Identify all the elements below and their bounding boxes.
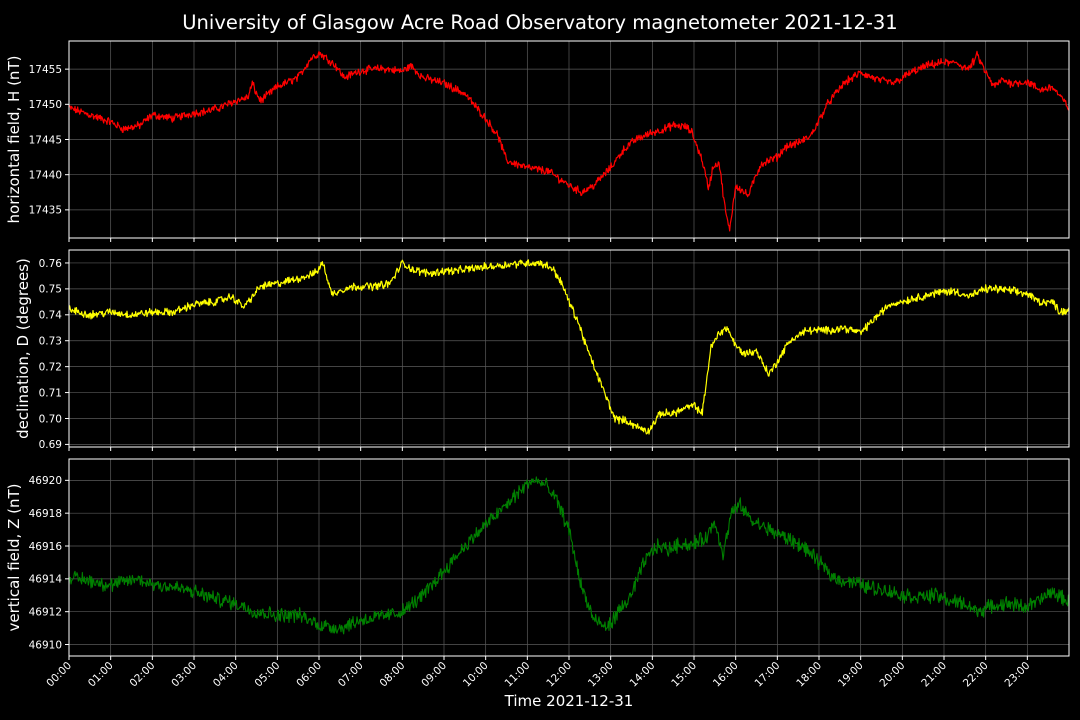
y-tick-label-h: 17450 <box>29 99 62 111</box>
y-tick-label-d: 0.70 <box>39 413 62 425</box>
y-tick-label-z: 46916 <box>29 541 63 553</box>
chart-panels: 17435 17440 17445 17450 17455 horizontal fiel… <box>5 40 1070 660</box>
y-tick-label-d: 0.75 <box>39 284 62 296</box>
y-tick-label-h: 17440 <box>29 169 62 181</box>
panel-d: 0.69 0.70 0.71 0.72 0.73 0.74 0.75 0.76 declinat… <box>14 249 1070 451</box>
y-tick-label-d: 0.71 <box>39 387 62 399</box>
y-tick-label-d: 0.74 <box>39 310 63 322</box>
y-tick-label-z: 46910 <box>29 639 62 651</box>
y-tick-label-z: 46912 <box>29 606 62 618</box>
y-tick-label-d: 0.72 <box>39 361 62 373</box>
series-line-h <box>68 50 1070 232</box>
y-tick-label-z: 46920 <box>29 475 62 487</box>
x-axis-label: Time 2021-12-31 <box>504 692 634 710</box>
y-tick-label-h: 17455 <box>29 64 62 76</box>
chart-title: University of Glasgow Acre Road Observat… <box>182 11 897 34</box>
y-tick-label-d: 0.73 <box>39 336 62 348</box>
y-tick-label-h: 17445 <box>29 134 62 146</box>
series-line-d <box>68 259 1070 435</box>
y-tick-label-d: 0.76 <box>39 258 63 270</box>
y-tick-label-h: 17435 <box>29 205 62 217</box>
y-axis-label-d: declination, D (degrees) <box>14 258 32 439</box>
panel-h: 17435 17440 17445 17450 17455 horizontal fiel… <box>5 40 1070 242</box>
y-axis-label-h: horizontal field, H (nT) <box>5 56 23 224</box>
y-tick-label-d: 0.69 <box>39 439 62 451</box>
y-axis-label-z: vertical field, Z (nT) <box>5 483 23 631</box>
y-tick-label-z: 46918 <box>29 508 62 520</box>
y-tick-label-z: 46914 <box>29 574 63 586</box>
series-line-z <box>68 476 1070 635</box>
panel-z: 46910 46912 46914 46916 46918 46920 vertical f… <box>5 458 1070 660</box>
